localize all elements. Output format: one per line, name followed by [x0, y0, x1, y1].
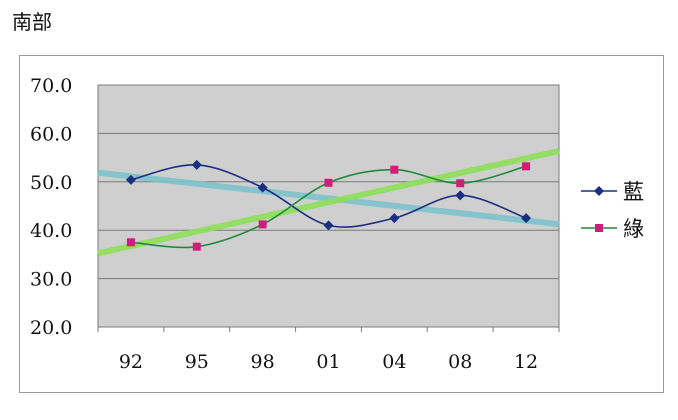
- data-point: [192, 242, 201, 251]
- legend: 藍綠: [581, 180, 644, 241]
- legend-label: 藍: [623, 180, 644, 204]
- data-point: [324, 178, 333, 187]
- x-tick-label: 01: [316, 351, 340, 373]
- data-point: [191, 159, 202, 170]
- x-tick-label: 95: [185, 351, 209, 373]
- y-tick-label: 50.0: [30, 172, 72, 194]
- trendlines: [97, 148, 560, 257]
- data-point: [323, 220, 334, 231]
- x-tick-label: 98: [251, 351, 275, 373]
- x-tick-label: 92: [119, 351, 143, 373]
- legend-marker: [594, 186, 604, 196]
- x-tick-label: 12: [514, 351, 538, 373]
- data-point: [455, 190, 466, 201]
- y-tick-label: 20.0: [30, 317, 72, 339]
- data-point: [389, 213, 400, 224]
- trendline-green: [97, 148, 560, 257]
- y-tick-label: 40.0: [30, 220, 72, 242]
- y-axis-ticks: 70.0 60.0 50.0 40.0 30.0 20.0: [30, 75, 72, 339]
- y-tick-label: 70.0: [30, 75, 72, 97]
- data-point: [125, 174, 136, 185]
- y-tick-label: 60.0: [30, 123, 72, 145]
- legend-marker: [595, 224, 603, 232]
- x-tick-label: 04: [382, 351, 406, 373]
- x-tick-label: 08: [448, 351, 472, 373]
- x-axis-ticks: 92 95 98 01 04 08 12: [97, 327, 560, 373]
- page-title: 南部: [12, 10, 52, 34]
- chart-frame: [19, 55, 664, 393]
- y-tick-label: 30.0: [30, 269, 72, 291]
- data-point: [522, 162, 531, 171]
- data-point: [456, 179, 465, 188]
- data-point: [126, 238, 135, 247]
- data-point: [257, 182, 268, 193]
- data-point: [258, 220, 267, 229]
- series-lines: [125, 159, 532, 251]
- plot-area: [97, 84, 560, 328]
- legend-label: 綠: [623, 217, 644, 241]
- data-point: [521, 213, 532, 224]
- trendline-blue: [97, 169, 560, 228]
- data-point: [390, 165, 399, 174]
